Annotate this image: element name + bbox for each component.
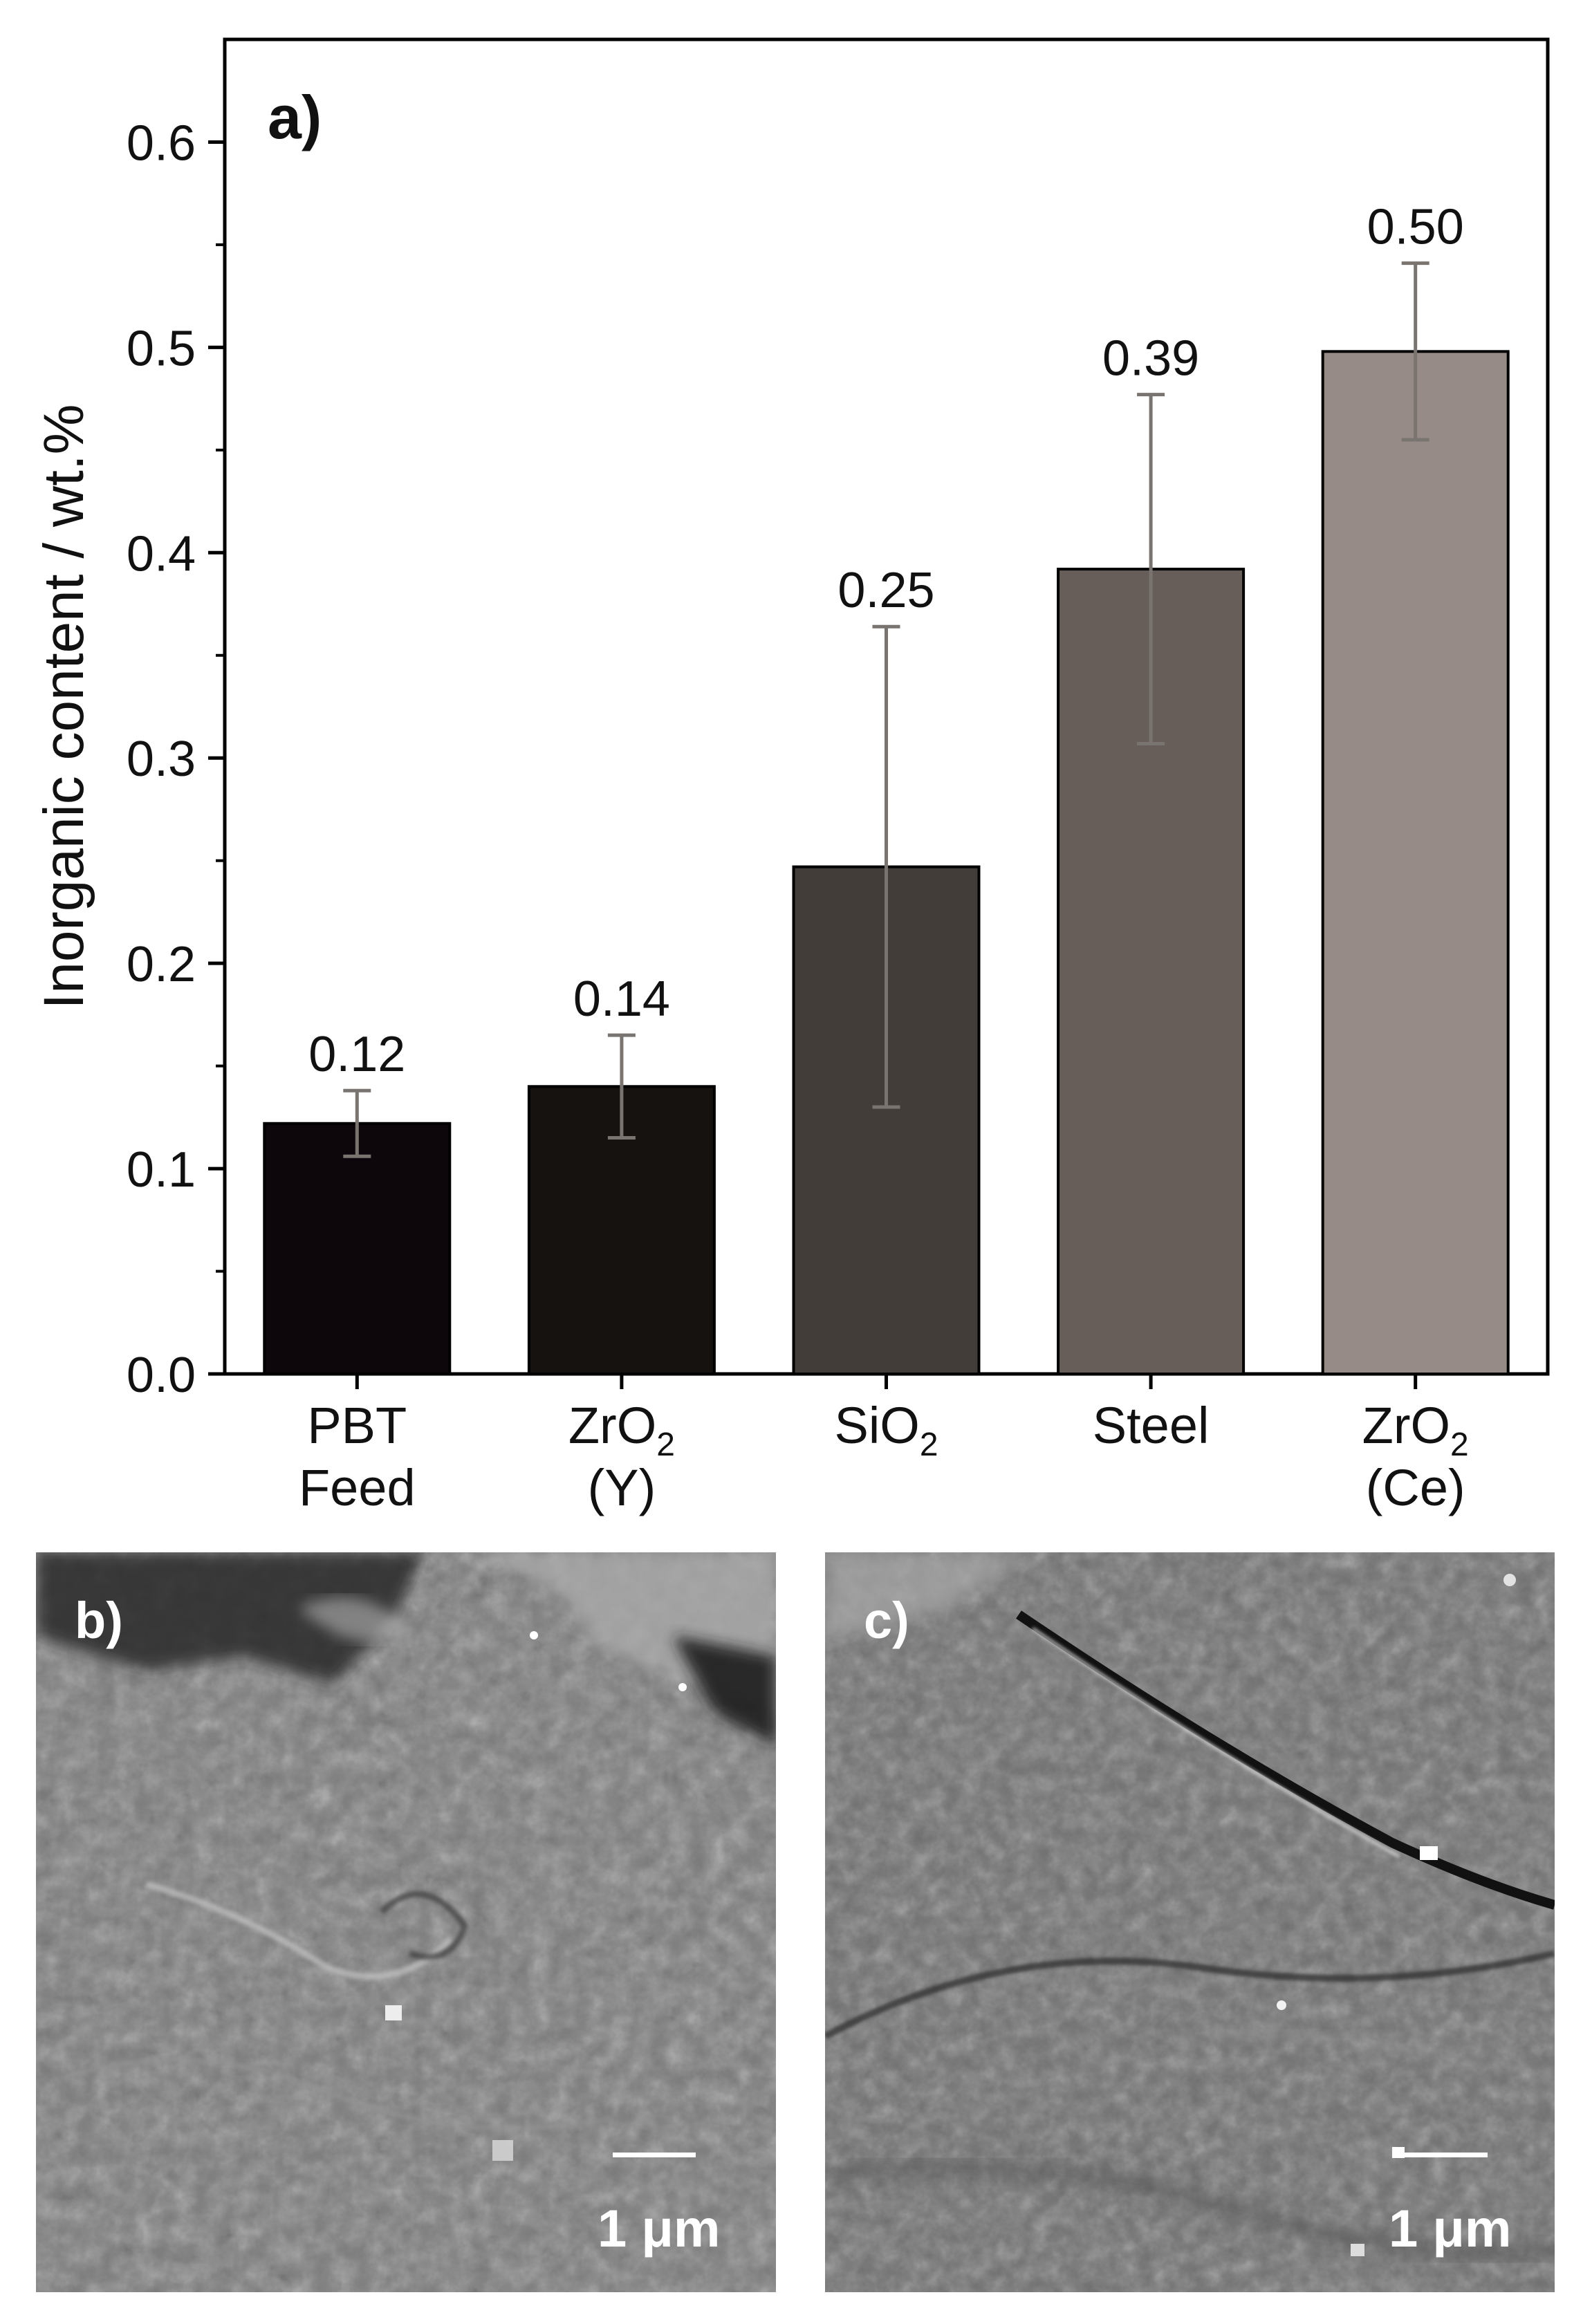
panel-label-c: c) — [864, 1592, 909, 1649]
x-tick-label-line2: (Ce) — [1366, 1459, 1465, 1516]
x-tick-label-line2: Feed — [299, 1459, 416, 1516]
y-tick-label: 0.0 — [127, 1348, 196, 1403]
data-label: 0.39 — [1102, 331, 1199, 387]
y-tick-label: 0.6 — [127, 115, 196, 171]
y-tick-label: 0.5 — [127, 321, 196, 376]
data-label: 0.12 — [308, 1027, 405, 1082]
data-label: 0.25 — [837, 563, 934, 618]
micrograph-b: b) 1 μm — [36, 1552, 776, 2292]
y-tick-label: 0.2 — [127, 937, 196, 992]
scale-bar-c — [1405, 2153, 1488, 2157]
x-tick-label: PBT — [307, 1397, 407, 1454]
bar — [1321, 350, 1510, 1375]
scale-label-c: 1 μm — [1389, 2200, 1512, 2258]
x-tick-label: Steel — [1093, 1397, 1210, 1454]
panel-label-b: b) — [75, 1592, 123, 1649]
x-tick-label: ZrO2 — [568, 1397, 675, 1463]
y-tick-label: 0.4 — [127, 526, 196, 582]
micrograph-c: c) 1 μm — [825, 1552, 1555, 2292]
sem-image-b — [36, 1552, 776, 2292]
x-tick-label-line2: (Y) — [588, 1459, 656, 1516]
y-axis-label: Inorganic content / wt.% — [33, 404, 95, 1009]
data-label: 0.50 — [1367, 200, 1464, 255]
y-tick-label: 0.3 — [127, 732, 196, 787]
bars: 0.12 0.14 0.25 0.39 0.50 — [263, 200, 1510, 1376]
y-tick-label: 0.1 — [127, 1142, 196, 1198]
y-axis: 0.0 0.1 0.2 0.3 0.4 0.5 0.6 — [127, 115, 225, 1403]
x-tick-label: SiO2 — [834, 1397, 938, 1463]
sem-image-c — [825, 1552, 1555, 2292]
data-label: 0.14 — [573, 972, 670, 1027]
scale-label-b: 1 μm — [598, 2200, 721, 2258]
scale-bar-b — [613, 2153, 696, 2157]
bar-chart: a) Inorganic content / wt.% 0.0 0.1 0.2 0.3… — [33, 37, 1550, 1516]
panel-label-a: a) — [268, 83, 322, 151]
bar — [263, 1122, 452, 1376]
x-tick-label: ZrO2 — [1362, 1397, 1469, 1463]
